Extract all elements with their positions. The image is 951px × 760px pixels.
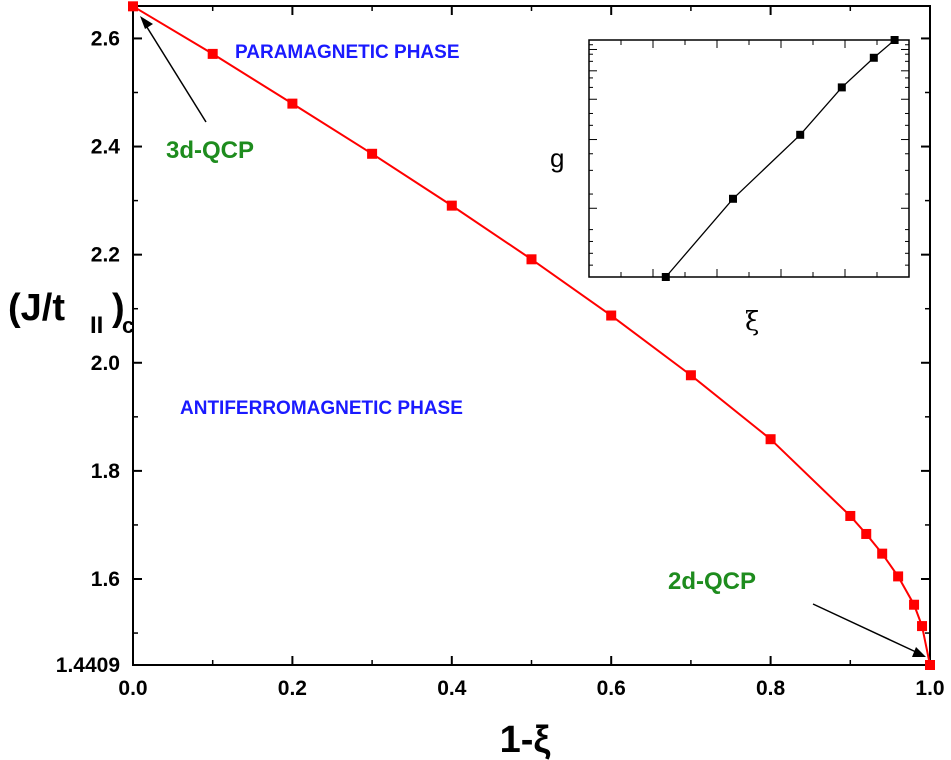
y-axis-title: (J/t II ) c <box>8 287 134 339</box>
data-point <box>685 370 696 381</box>
data-point <box>861 528 872 539</box>
y-tick-label: 2.0 <box>91 352 120 375</box>
data-point <box>909 599 920 610</box>
arrow-2d-qcp <box>812 603 926 657</box>
data-point <box>287 98 298 109</box>
x-tick-label: 0.2 <box>278 677 307 700</box>
y-tick-label: 2.2 <box>91 244 120 267</box>
inset-frame <box>588 39 910 278</box>
data-point <box>917 621 928 632</box>
y-tick-label: 1.4409 <box>56 654 120 677</box>
y-axis-title-paren: ) <box>112 287 125 329</box>
data-point <box>925 660 935 670</box>
y-tick-label: 2.4 <box>91 136 121 159</box>
main-series <box>132 5 931 666</box>
qcp-3d-label: 3d-QCP <box>166 137 254 164</box>
paramagnetic-phase-label: PARAMAGNETIC PHASE <box>235 42 460 63</box>
main-series-line <box>132 5 931 666</box>
data-point <box>526 254 537 265</box>
inset-x-label: ξ <box>745 307 759 337</box>
inset-data-point <box>890 36 899 44</box>
y-tick-label: 2.6 <box>91 27 120 50</box>
x-tick-label: 0.4 <box>437 677 467 700</box>
data-point <box>446 200 457 211</box>
inset-data-point <box>661 273 670 281</box>
antiferromagnetic-phase-label: ANTIFERROMAGNETIC PHASE <box>180 398 463 419</box>
data-point <box>877 548 888 559</box>
y-axis-title-sub2: c <box>122 313 134 338</box>
x-tick-label: 0.0 <box>118 677 147 700</box>
x-tick-label: 1.0 <box>915 677 944 700</box>
inset-data-point <box>837 83 846 92</box>
arrow-3d-qcp <box>140 16 207 123</box>
y-tick-label: 1.6 <box>91 568 120 591</box>
y-axis-title-sub1: II <box>90 312 103 339</box>
y-tick-labels: 1.4409 1.6 1.8 2.0 2.2 2.4 2.6 <box>56 27 121 677</box>
data-point <box>893 571 904 582</box>
data-point <box>765 434 776 445</box>
y-axis-title-main: (J/t <box>8 287 65 329</box>
x-axis-title: 1-ξ <box>500 719 551 760</box>
qcp-2d-label: 2d-QCP <box>668 568 756 595</box>
inset-chart: g ξ <box>550 36 910 337</box>
data-point <box>606 310 617 321</box>
x-tick-label: 0.8 <box>756 677 786 700</box>
data-point <box>367 148 378 159</box>
inset-data-point <box>869 53 878 62</box>
data-point <box>845 510 856 521</box>
data-point <box>128 1 138 12</box>
inset-series-markers <box>661 36 899 281</box>
inset-y-label: g <box>550 143 564 173</box>
x-tick-labels: 0.0 0.2 0.4 0.6 0.8 1.0 <box>118 677 944 700</box>
inset-ticks <box>589 39 909 278</box>
inset-data-point <box>729 194 737 203</box>
x-tick-label: 0.6 <box>597 677 626 700</box>
inset-data-point <box>796 130 805 139</box>
data-point <box>207 48 218 59</box>
main-series-markers <box>128 1 935 670</box>
y-tick-label: 1.8 <box>91 460 121 483</box>
